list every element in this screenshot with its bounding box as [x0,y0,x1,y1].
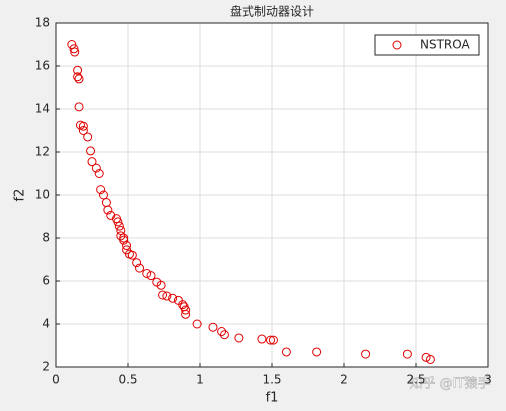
legend-box [374,34,480,56]
x-tick-label: 1.5 [262,373,281,387]
chart-title: 盘式制动器设计 [230,4,314,19]
legend-label: NSTROA [420,38,470,52]
point [69,44,79,54]
y-tick-label: 4 [42,317,50,331]
point [312,347,322,357]
point [83,132,93,142]
point [146,271,156,281]
point [113,217,123,227]
point [74,74,84,84]
x-tick-label: 0.5 [118,373,137,387]
axes-box [55,22,489,368]
point [219,330,229,340]
point [116,225,126,235]
point [142,268,152,278]
point [208,322,218,332]
point [178,300,188,310]
y-tick-label: 2 [42,360,50,374]
x-axis-label: f1 [266,391,279,406]
point [162,291,172,301]
y-tick-label: 14 [35,102,50,116]
point [122,241,132,251]
point [158,290,168,300]
point [87,157,97,167]
point [103,205,113,215]
point [91,163,101,173]
point [217,327,227,337]
point [425,354,435,364]
point [94,169,104,178]
point [78,121,88,131]
point [234,333,244,343]
point [266,335,276,345]
point [114,221,124,231]
point [181,305,191,315]
point [132,258,142,268]
point [421,352,431,362]
point [402,349,412,359]
x-tick-label: 3 [484,373,492,387]
point [281,347,291,357]
point [181,309,191,319]
point [70,47,80,57]
point [257,334,267,344]
point [135,263,145,273]
x-tick-label: 2 [340,373,348,387]
point [268,335,278,345]
x-tick-label: 0 [52,373,60,387]
point [192,319,202,329]
y-axis-label: f2 [13,189,28,202]
y-tick-label: 6 [42,274,50,288]
legend-marker [392,40,402,50]
point [99,190,109,200]
point [78,126,88,135]
y-tick-label: 16 [35,59,50,73]
watermark: 知乎 @IT猿手 [410,376,491,392]
point [127,250,137,260]
point [74,102,84,112]
y-tick-label: 18 [35,16,50,30]
point [156,280,166,290]
point [361,349,371,359]
point [86,146,96,156]
point [73,72,83,82]
point [168,293,178,303]
point [96,185,106,195]
point [73,65,83,75]
point [119,235,129,245]
y-tick-label: 8 [42,231,50,245]
point [67,40,77,49]
y-tick-label: 12 [35,145,50,159]
x-tick-label: 2.5 [406,373,425,387]
x-tick-label: 1 [196,373,204,387]
y-tick-label: 10 [35,188,50,202]
point [119,233,129,243]
